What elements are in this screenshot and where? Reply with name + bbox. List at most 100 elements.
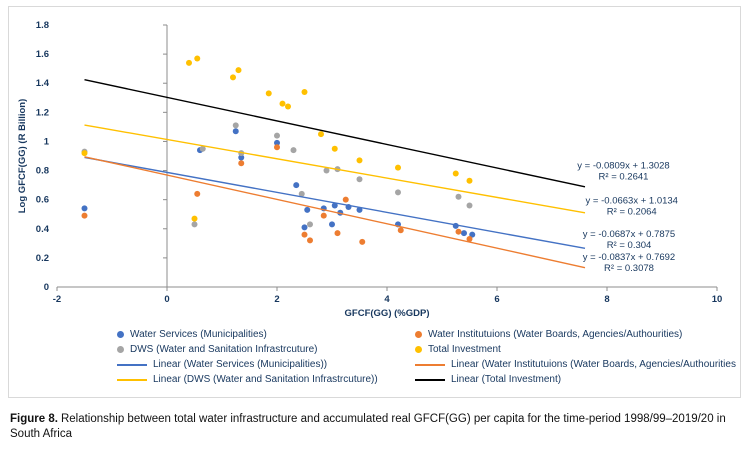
data-point — [301, 224, 308, 231]
data-point — [301, 88, 308, 95]
x-tick-label: 4 — [384, 294, 390, 305]
data-point — [356, 176, 363, 183]
trendline-linear-water-institutuions-water-boards-ag: y = -0.0837x + 0.7692 R² = 0.3078 — [84, 156, 675, 274]
x-tick-label: 0 — [164, 294, 169, 305]
x-axis: -2 0 2 4 6 8 10 — [53, 286, 723, 305]
data-point — [342, 196, 349, 203]
data-point — [301, 231, 308, 238]
trendline-equation-label: y = -0.0809x + 1.3028 R² = 0.2641 — [577, 160, 669, 182]
legend-item-linear-total-investment: Linear (Total Investment) — [415, 374, 736, 385]
figure-frame: -2 0 2 4 6 8 10 0 0.2 0.4 0.6 0.8 1 1.2 1.4 1.6 1.8 GFCF(… — [8, 6, 741, 398]
data-point — [359, 238, 366, 245]
y-tick-label: 1.6 — [36, 49, 49, 60]
legend-item-water-institutuions-water-boards-agencies-: Water Institutuions (Water Boards, Agenc… — [415, 329, 736, 340]
series-total-investment — [81, 55, 473, 222]
legend-label: Linear (DWS (Water and Sanitation Infras… — [153, 374, 378, 385]
data-point — [323, 167, 330, 174]
data-point — [81, 212, 88, 219]
data-point — [469, 231, 476, 238]
data-point — [235, 67, 242, 74]
data-point — [191, 221, 198, 228]
data-point — [238, 160, 245, 167]
figure-caption-label: Figure 8. — [10, 412, 58, 425]
data-point — [274, 132, 280, 139]
data-point — [307, 221, 313, 228]
data-point — [238, 154, 245, 161]
data-point — [329, 221, 335, 228]
line-marker-icon — [117, 378, 147, 381]
data-point — [274, 144, 280, 151]
data-point — [186, 59, 192, 66]
data-point — [331, 202, 338, 209]
data-point — [304, 206, 311, 213]
legend-item-linear-water-services-municipalities: Linear (Water Services (Municipalities)) — [117, 359, 405, 370]
x-tick-label: 8 — [604, 294, 609, 305]
x-tick-label: 6 — [494, 294, 499, 305]
y-tick-label: 0 — [44, 282, 49, 293]
x-tick-label: 2 — [274, 294, 279, 305]
line-marker-icon — [415, 378, 445, 381]
data-point — [81, 205, 88, 212]
y-tick-label: 0.6 — [36, 195, 49, 206]
legend-item-total-investment: Total Investment — [415, 344, 736, 355]
data-point — [230, 74, 236, 81]
y-tick-label: 1.2 — [36, 107, 49, 118]
legend-label: Linear (Water Institutuions (Water Board… — [451, 359, 736, 370]
y-tick-label: 1 — [44, 136, 50, 147]
data-point — [194, 55, 201, 62]
series-water-institutuions-water-boards-agencies- — [81, 144, 473, 245]
y-axis-title: Log GFCF(GG) (R Billion) — [17, 99, 28, 214]
x-axis-title: GFCF(GG) (%GDP) — [345, 308, 430, 319]
series-dws-water-and-sanitation-infrastrcuture — [81, 122, 473, 228]
data-point — [455, 193, 462, 200]
legend-item-dws-water-and-sanitation-infrastrcuture: DWS (Water and Sanitation Infrastrcuture… — [117, 344, 405, 355]
legend-label: DWS (Water and Sanitation Infrastrcuture… — [130, 344, 318, 355]
scatter-marker-icon — [415, 346, 422, 353]
trendline-equation-label: y = -0.0687x + 0.7875 R² = 0.304 — [583, 229, 675, 251]
scatter-marker-icon — [117, 331, 124, 338]
trendline-linear-water-services-municipalities: y = -0.0687x + 0.7875 R² = 0.304 — [84, 156, 675, 251]
y-tick-label: 0.8 — [36, 166, 49, 177]
x-tick-label: 10 — [712, 294, 723, 305]
data-point — [279, 100, 286, 107]
data-point — [191, 215, 198, 222]
data-point — [199, 145, 206, 152]
trendline-linear-dws-water-and-sanitation-infrastrcu: y = -0.0663x + 1.0134 R² = 0.2064 — [84, 124, 678, 217]
x-tick-label: -2 — [53, 294, 61, 305]
legend-item-linear-water-institutuions-water-boards-ag: Linear (Water Institutuions (Water Board… — [415, 359, 736, 370]
data-point — [194, 190, 201, 197]
data-point — [307, 237, 313, 244]
data-point — [466, 235, 473, 242]
trendline-linear-total-investment: y = -0.0809x + 1.3028 R² = 0.2641 — [84, 79, 670, 188]
legend-item-linear-dws-water-and-sanitation-infrastrcu: Linear (DWS (Water and Sanitation Infras… — [117, 374, 405, 385]
data-point — [232, 122, 239, 129]
data-point — [466, 202, 473, 209]
legend-item-water-services-municipalities: Water Services (Municipalities) — [117, 329, 405, 340]
data-point — [274, 139, 280, 146]
legend-label: Total Investment — [428, 344, 501, 355]
data-point — [452, 170, 459, 177]
data-point — [334, 230, 341, 237]
line-marker-icon — [117, 363, 147, 366]
data-point — [466, 177, 473, 184]
y-tick-label: 0.4 — [36, 224, 50, 235]
data-point — [285, 103, 291, 110]
data-point — [331, 145, 338, 152]
trendline-equation-label: y = -0.0837x + 0.7692 R² = 0.3078 — [583, 252, 675, 274]
legend-label: Water Services (Municipalities) — [130, 329, 267, 340]
data-point — [461, 230, 467, 237]
data-point — [298, 190, 305, 197]
data-point — [356, 157, 363, 164]
figure-caption: Figure 8. Relationship between total wate… — [0, 410, 749, 442]
data-point — [293, 182, 300, 189]
data-point — [397, 227, 404, 234]
data-point — [81, 150, 88, 157]
scatter-marker-icon — [117, 346, 124, 353]
legend-label: Linear (Water Services (Municipalities)) — [153, 359, 328, 370]
y-tick-label: 1.4 — [36, 78, 50, 89]
data-point — [320, 212, 327, 219]
data-point — [265, 90, 272, 97]
y-tick-label: 0.2 — [36, 253, 49, 264]
data-point — [318, 131, 324, 138]
data-point — [395, 189, 401, 196]
